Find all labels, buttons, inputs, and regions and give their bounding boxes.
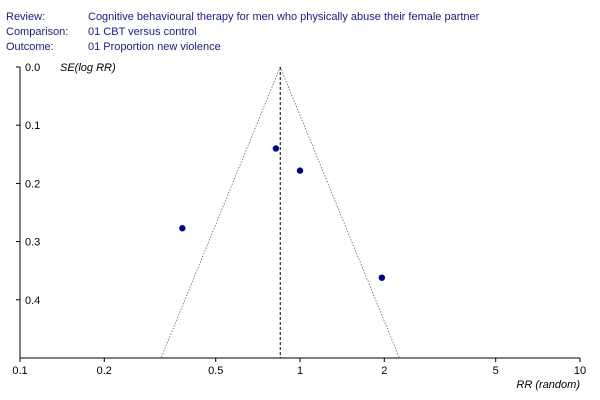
comparison-label: Comparison:	[6, 26, 69, 38]
outcome-title: 01 Proportion new violence	[88, 41, 221, 53]
plot-header: Review: Cognitive behavioural therapy for…	[6, 10, 479, 55]
x-axis-title: RR (random)	[516, 379, 580, 391]
outcome-row: Outcome: 01 Proportion new violence	[6, 40, 479, 55]
x-tick-label: 2	[381, 365, 387, 377]
x-tick-label: 0.1	[12, 365, 27, 377]
y-tick-label: 0.1	[25, 120, 40, 132]
study-point	[179, 225, 186, 232]
funnel-left-limit	[160, 66, 281, 359]
y-axis-title: SE(log RR)	[60, 62, 116, 74]
x-tick-label: 5	[493, 365, 499, 377]
points-layer	[179, 145, 386, 281]
funnel-layer	[160, 66, 400, 359]
review-row: Review: Cognitive behavioural therapy for…	[6, 10, 479, 25]
axes-layer: 0.0 0.1 0.2 0.3 0.4 0.1 0.2 0.5 1 2 5 10	[12, 62, 586, 377]
x-tick-label: 0.2	[97, 365, 112, 377]
comparison-title: 01 CBT versus control	[88, 26, 197, 38]
x-tick-label: 1	[297, 365, 303, 377]
study-point	[378, 274, 386, 281]
x-tick-label: 0.5	[208, 365, 223, 377]
comparison-row: Comparison: 01 CBT versus control	[6, 25, 479, 40]
y-tick-label: 0.2	[25, 178, 40, 190]
y-tick-label: 0.0	[25, 62, 40, 74]
funnel-right-limit	[279, 66, 400, 359]
review-label: Review:	[6, 11, 46, 23]
outcome-label: Outcome:	[6, 41, 54, 53]
x-tick-label: 10	[574, 365, 586, 377]
review-title: Cognitive behavioural therapy for men wh…	[88, 11, 480, 23]
y-tick-label: 0.3	[25, 237, 40, 249]
study-point	[272, 145, 280, 152]
study-point	[296, 167, 304, 174]
y-tick-label: 0.4	[25, 295, 40, 307]
